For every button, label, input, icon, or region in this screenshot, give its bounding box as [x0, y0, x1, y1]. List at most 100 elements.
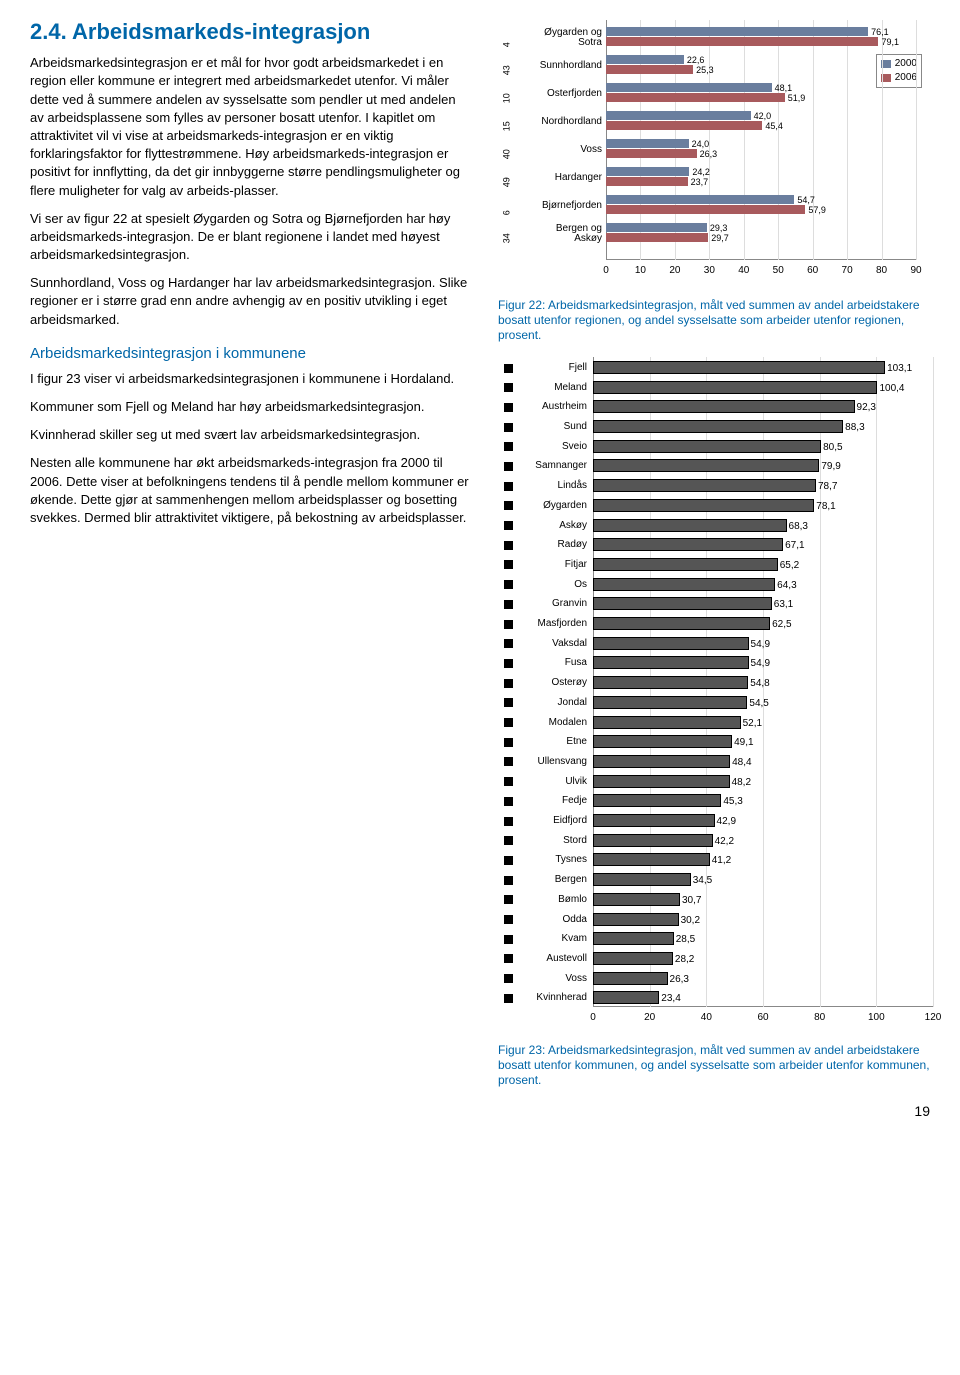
chart2-bar-value: 49,1 — [731, 736, 753, 750]
legend-label: 2006 — [895, 71, 917, 85]
chart1-category-label: 10Osterfjorden — [498, 80, 606, 108]
chart2-bar: 63,1 — [593, 597, 772, 610]
chart2-x-tick-label: 0 — [590, 1011, 596, 1025]
chart2-bar-value: 65,2 — [777, 559, 799, 573]
chart2-marker-square — [504, 777, 513, 786]
chart2-kommune-name: Askøy — [519, 519, 593, 533]
chart2-bar: 54,5 — [593, 696, 747, 709]
chart2-bar: 48,4 — [593, 755, 730, 768]
chart1-category-label: 34Bergen ogAskøy — [498, 220, 606, 248]
subheading: Arbeidsmarkedsintegrasjon i kommunene — [30, 343, 470, 364]
chart1-region-name: Hardanger — [516, 173, 606, 184]
chart1-bar-2000: 54,7 — [606, 195, 794, 204]
chart2-marker-square — [504, 600, 513, 609]
chart2-row-label: Austrheim — [498, 398, 593, 416]
chart2-kommune-name: Os — [519, 578, 593, 592]
chart2-bar-value: 28,5 — [673, 933, 695, 947]
chart2-row-label: Eidfjord — [498, 812, 593, 830]
chart1-region-name: Bergen ogAskøy — [516, 224, 606, 245]
chart2-bar: 103,1 — [593, 361, 885, 374]
chart1-region-rank: 6 — [501, 197, 514, 215]
chart2-bar-value: 68,3 — [786, 520, 808, 534]
chart2-bar: 79,9 — [593, 459, 819, 472]
chart1-x-tick-label: 90 — [910, 264, 921, 278]
chart2-marker-square — [504, 797, 513, 806]
chart2-bar: 78,7 — [593, 479, 816, 492]
chart2-kommune-name: Vaksdal — [519, 637, 593, 651]
chart2-row-label: Odda — [498, 911, 593, 929]
chart2-bar-value: 34,5 — [690, 874, 712, 888]
chart2-row-label: Ullensvang — [498, 753, 593, 771]
chart2-bar-value: 23,4 — [658, 992, 680, 1006]
chart2-marker-square — [504, 560, 513, 569]
chart2-x-tick-label: 60 — [757, 1011, 768, 1025]
chart2-bar-value: 92,3 — [854, 401, 876, 415]
chart2-row-label: Stord — [498, 832, 593, 850]
chart1-region-name: Osterfjorden — [516, 89, 606, 100]
chart2-kommune-name: Sveio — [519, 440, 593, 454]
chart2-bar: 67,1 — [593, 538, 783, 551]
chart1-bar-value: 51,9 — [785, 92, 806, 105]
chart2-bar-value: 41,2 — [709, 854, 731, 868]
chart2-marker-square — [504, 954, 513, 963]
chart2-kommune-name: Ullensvang — [519, 755, 593, 769]
chart1-x-tick-label: 0 — [603, 264, 609, 278]
chart2-marker-square — [504, 876, 513, 885]
chart2-kommune-name: Eidfjord — [519, 814, 593, 828]
chart2-row-label: Granvin — [498, 595, 593, 613]
chart2-kommune-name: Sund — [519, 420, 593, 434]
chart2-row-label: Fedje — [498, 792, 593, 810]
chart2-bar: 28,2 — [593, 952, 673, 965]
chart1-bar-value: 45,4 — [762, 120, 783, 133]
chart2-row-label: Radøy — [498, 536, 593, 554]
chart2-row-label: Fjell — [498, 359, 593, 377]
chart2-kommune-name: Osterøy — [519, 676, 593, 690]
page-number: 19 — [498, 1102, 930, 1122]
chart2-marker-square — [504, 482, 513, 491]
chart2-row-label: Øygarden — [498, 497, 593, 515]
chart2-kommune-name: Øygarden — [519, 499, 593, 513]
chart2-kommune-name: Austrheim — [519, 400, 593, 414]
chart2-bar-value: 62,5 — [769, 618, 791, 632]
chart2-bar-value: 45,3 — [720, 795, 742, 809]
chart1-bar-2000: 48,1 — [606, 83, 772, 92]
paragraph: Kommuner som Fjell og Meland har høy arb… — [30, 398, 470, 416]
chart2-gridline — [876, 357, 877, 1007]
chart2-kommune-name: Etne — [519, 735, 593, 749]
chart1-bar-2000: 76,1 — [606, 27, 868, 36]
chart2-bar-value: 26,3 — [667, 973, 689, 987]
chart2-kommune-name: Samnanger — [519, 459, 593, 473]
chart1-region-rank: 10 — [501, 85, 514, 103]
body-text: I figur 23 viser vi arbeidsmarkedsintegr… — [30, 370, 470, 527]
chart2-bar: 65,2 — [593, 558, 778, 571]
chart1-bar-value: 23,7 — [688, 176, 709, 189]
chart2-marker-square — [504, 383, 513, 392]
chart2-bar-value: 28,2 — [672, 953, 694, 967]
chart2-bar: 48,2 — [593, 775, 730, 788]
chart2-kommune-name: Fitjar — [519, 558, 593, 572]
chart2-x-tick-label: 100 — [868, 1011, 885, 1025]
chart2-kommune-name: Ulvik — [519, 775, 593, 789]
chart2-bar-value: 48,4 — [729, 756, 751, 770]
chart2-kommune-name: Meland — [519, 381, 593, 395]
chart2-marker-square — [504, 403, 513, 412]
chart2-bar-value: 48,2 — [729, 776, 751, 790]
chart2-bar: 68,3 — [593, 519, 787, 532]
chart1-x-tick-label: 30 — [704, 264, 715, 278]
chart2-row-label: Etne — [498, 733, 593, 751]
paragraph: Sunnhordland, Voss og Hardanger har lav … — [30, 274, 470, 329]
chart2-bar-value: 42,9 — [714, 815, 736, 829]
chart2-row-label: Sveio — [498, 438, 593, 456]
chart2-bar-value: 54,9 — [748, 657, 770, 671]
chart2-bar-value: 79,9 — [818, 460, 840, 474]
region-integration-chart: 2000 2006 01020304050607080904Øygarden o… — [498, 20, 930, 290]
chart2-kommune-name: Bergen — [519, 873, 593, 887]
chart1-category-label: 6Bjørnefjorden — [498, 192, 606, 220]
chart2-bar: 54,9 — [593, 656, 749, 669]
chart2-kommune-name: Kvinnherad — [519, 991, 593, 1005]
paragraph: Kvinnherad skiller seg ut med svært lav … — [30, 426, 470, 444]
chart2-kommune-name: Stord — [519, 834, 593, 848]
chart1-bar-2006: 23,7 — [606, 177, 688, 186]
chart2-bar-value: 78,1 — [813, 500, 835, 514]
chart2-bar-value: 54,5 — [746, 697, 768, 711]
